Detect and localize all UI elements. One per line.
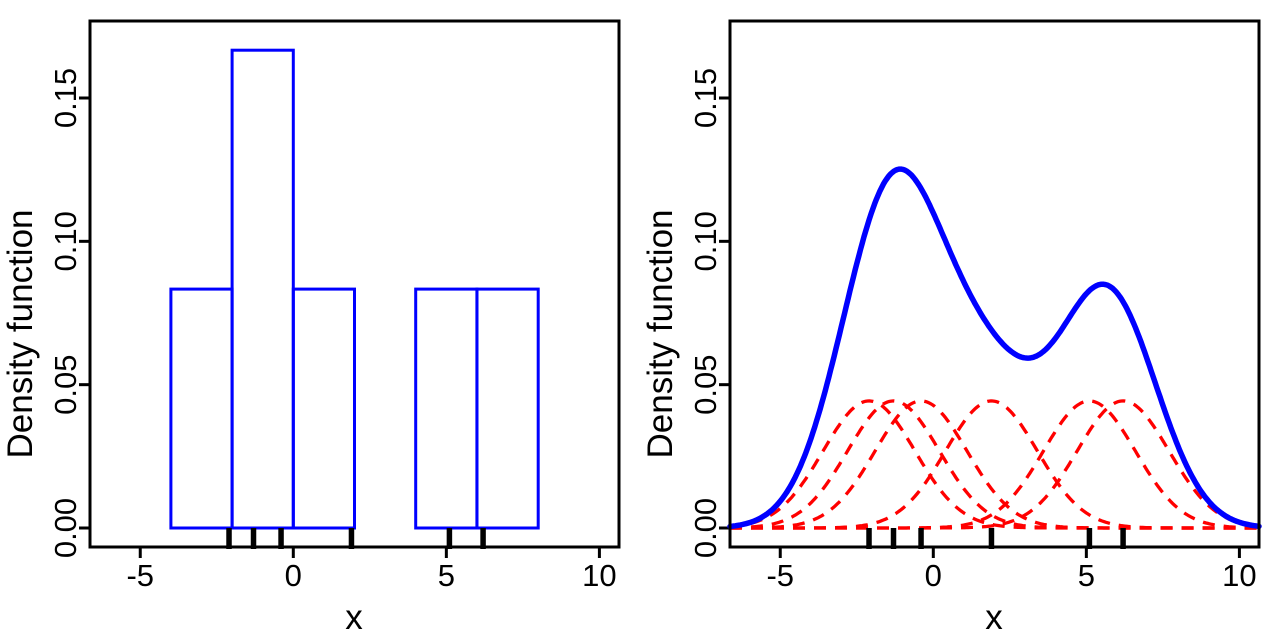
x-tick-label: -5 [126, 558, 154, 593]
histogram-panel: -5 0 5 10 0.00 0.05 0.10 0.15 x Density functio… [1, 19, 621, 637]
y-tick-label: 0.10 [48, 211, 83, 271]
x-tick-label: -5 [766, 558, 794, 593]
y-tick-label: 0.10 [688, 211, 723, 271]
histogram-bar [475, 287, 540, 530]
plot-layer [727, 166, 1262, 530]
kernel-curve [729, 399, 1259, 530]
y-tick-label: 0.15 [688, 68, 723, 128]
x-tick-label: 5 [1078, 558, 1095, 593]
x-tick-label: 10 [582, 558, 616, 593]
y-axis-title: Density function [641, 209, 680, 458]
kde-panel: -5 0 5 10 0.00 0.05 0.10 0.15 x Density functio… [641, 19, 1262, 637]
y-tick-label: 0.15 [48, 68, 83, 128]
axis-layer: -5 0 5 10 0.00 0.05 0.10 0.15 [48, 68, 617, 593]
axis-layer: -5 0 5 10 0.00 0.05 0.10 0.15 [688, 68, 1257, 593]
histogram-bar [169, 287, 234, 530]
plot-box [88, 19, 621, 549]
kernel-curve [730, 399, 1259, 530]
kernel-curve [729, 399, 1259, 530]
x-axis-title: x [345, 598, 363, 637]
histogram-bar [230, 48, 295, 530]
histogram-bar [291, 287, 356, 530]
kernel-curve [730, 399, 1260, 530]
x-tick-label: 0 [285, 558, 302, 593]
y-tick-label: 0.05 [688, 355, 723, 415]
x-axis-title: x [985, 598, 1003, 637]
x-tick-label: 5 [438, 558, 455, 593]
y-tick-label: 0.05 [48, 355, 83, 415]
plot-layer [169, 48, 540, 530]
x-tick-label: 10 [1222, 558, 1256, 593]
plot-box [728, 19, 1261, 549]
histogram-bar [414, 287, 479, 530]
y-tick-label: 0.00 [688, 498, 723, 558]
y-axis-title: Density function [1, 209, 40, 458]
kde-curve [727, 166, 1262, 530]
kernel-curve [730, 399, 1260, 530]
x-tick-label: 0 [925, 558, 942, 593]
y-tick-label: 0.00 [48, 498, 83, 558]
kernel-curve [730, 399, 1259, 530]
